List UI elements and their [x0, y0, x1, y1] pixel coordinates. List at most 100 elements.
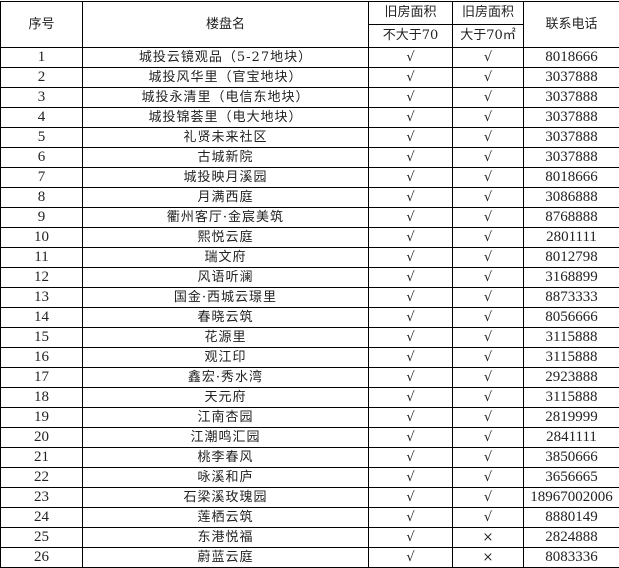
- row-index: 20: [1, 428, 83, 448]
- row-name: 礼贤未来社区: [83, 128, 369, 148]
- row-phone: 8018666: [524, 48, 619, 68]
- row-area-le70: √: [369, 328, 453, 348]
- row-phone: 8012798: [524, 248, 619, 268]
- row-area-le70: √: [369, 528, 453, 548]
- row-index: 6: [1, 148, 83, 168]
- row-phone: 3037888: [524, 88, 619, 108]
- row-phone: 3168899: [524, 268, 619, 288]
- row-index: 11: [1, 248, 83, 268]
- row-name: 月满西庭: [83, 188, 369, 208]
- row-phone: 3037888: [524, 108, 619, 128]
- row-area-gt70: √: [453, 188, 524, 208]
- row-phone: 2824888: [524, 528, 619, 548]
- row-area-le70: √: [369, 68, 453, 88]
- row-name: 江潮鸣汇园: [83, 428, 369, 448]
- row-area-le70: √: [369, 268, 453, 288]
- row-phone: 3037888: [524, 68, 619, 88]
- row-area-le70: √: [369, 288, 453, 308]
- row-area-le70: √: [369, 368, 453, 388]
- row-index: 12: [1, 268, 83, 288]
- row-phone: 8056666: [524, 308, 619, 328]
- row-index: 2: [1, 68, 83, 88]
- row-phone: 2801111: [524, 228, 619, 248]
- row-name: 衢州客厅·金宸美筑: [83, 208, 369, 228]
- row-phone: 3656665: [524, 468, 619, 488]
- row-name: 春晓云筑: [83, 308, 369, 328]
- row-area-le70: √: [369, 248, 453, 268]
- row-phone: 3850666: [524, 448, 619, 468]
- row-area-le70: √: [369, 308, 453, 328]
- row-name: 城投永清里（电信东地块）: [83, 88, 369, 108]
- row-name: 江南杏园: [83, 408, 369, 428]
- row-name: 城投风华里（官宝地块）: [83, 68, 369, 88]
- row-name: 国金·西城云璟里: [83, 288, 369, 308]
- row-area-le70: √: [369, 508, 453, 528]
- row-area-le70: √: [369, 348, 453, 368]
- row-name: 观江印: [83, 348, 369, 368]
- row-phone: 2819999: [524, 408, 619, 428]
- row-index: 17: [1, 368, 83, 388]
- header-area-le70-bottom: 不大于70: [369, 25, 453, 48]
- row-area-gt70: √: [453, 68, 524, 88]
- row-area-gt70: √: [453, 48, 524, 68]
- row-name: 花源里: [83, 328, 369, 348]
- row-name: 咏溪和庐: [83, 468, 369, 488]
- row-phone: 8018666: [524, 168, 619, 188]
- header-area-le70-top: 旧房面积: [369, 2, 453, 25]
- row-phone: 3115888: [524, 388, 619, 408]
- row-name: 风语听澜: [83, 268, 369, 288]
- row-area-gt70: √: [453, 168, 524, 188]
- row-index: 8: [1, 188, 83, 208]
- row-area-gt70: √: [453, 228, 524, 248]
- row-area-gt70: √: [453, 268, 524, 288]
- row-phone: 8083336: [524, 548, 619, 568]
- row-area-gt70: ×: [453, 548, 524, 568]
- row-area-le70: √: [369, 448, 453, 468]
- row-index: 5: [1, 128, 83, 148]
- row-area-gt70: √: [453, 288, 524, 308]
- row-area-gt70: √: [453, 388, 524, 408]
- row-area-gt70: √: [453, 148, 524, 168]
- row-index: 4: [1, 108, 83, 128]
- row-area-le70: √: [369, 128, 453, 148]
- row-area-gt70: √: [453, 88, 524, 108]
- row-phone: 3115888: [524, 328, 619, 348]
- row-area-le70: √: [369, 48, 453, 68]
- row-area-le70: √: [369, 108, 453, 128]
- row-phone: 8880149: [524, 508, 619, 528]
- row-area-gt70: √: [453, 248, 524, 268]
- row-area-le70: √: [369, 388, 453, 408]
- row-phone: 8768888: [524, 208, 619, 228]
- row-index: 15: [1, 328, 83, 348]
- header-phone: 联系电话: [524, 2, 619, 48]
- row-area-gt70: √: [453, 408, 524, 428]
- row-area-gt70: √: [453, 488, 524, 508]
- row-phone: 3115888: [524, 348, 619, 368]
- row-name: 蔚蓝云庭: [83, 548, 369, 568]
- row-area-gt70: √: [453, 328, 524, 348]
- row-index: 22: [1, 468, 83, 488]
- row-name: 瑞文府: [83, 248, 369, 268]
- row-name: 城投锦荟里（电大地块）: [83, 108, 369, 128]
- row-index: 23: [1, 488, 83, 508]
- header-name: 楼盘名: [83, 2, 369, 48]
- row-name: 石梁溪玫瑰园: [83, 488, 369, 508]
- row-area-gt70: ×: [453, 528, 524, 548]
- row-area-le70: √: [369, 428, 453, 448]
- row-area-le70: √: [369, 488, 453, 508]
- row-name: 城投云镜观品（5-27地块）: [83, 48, 369, 68]
- header-row: 序号 楼盘名 旧房面积 旧房面积 联系电话: [1, 2, 619, 25]
